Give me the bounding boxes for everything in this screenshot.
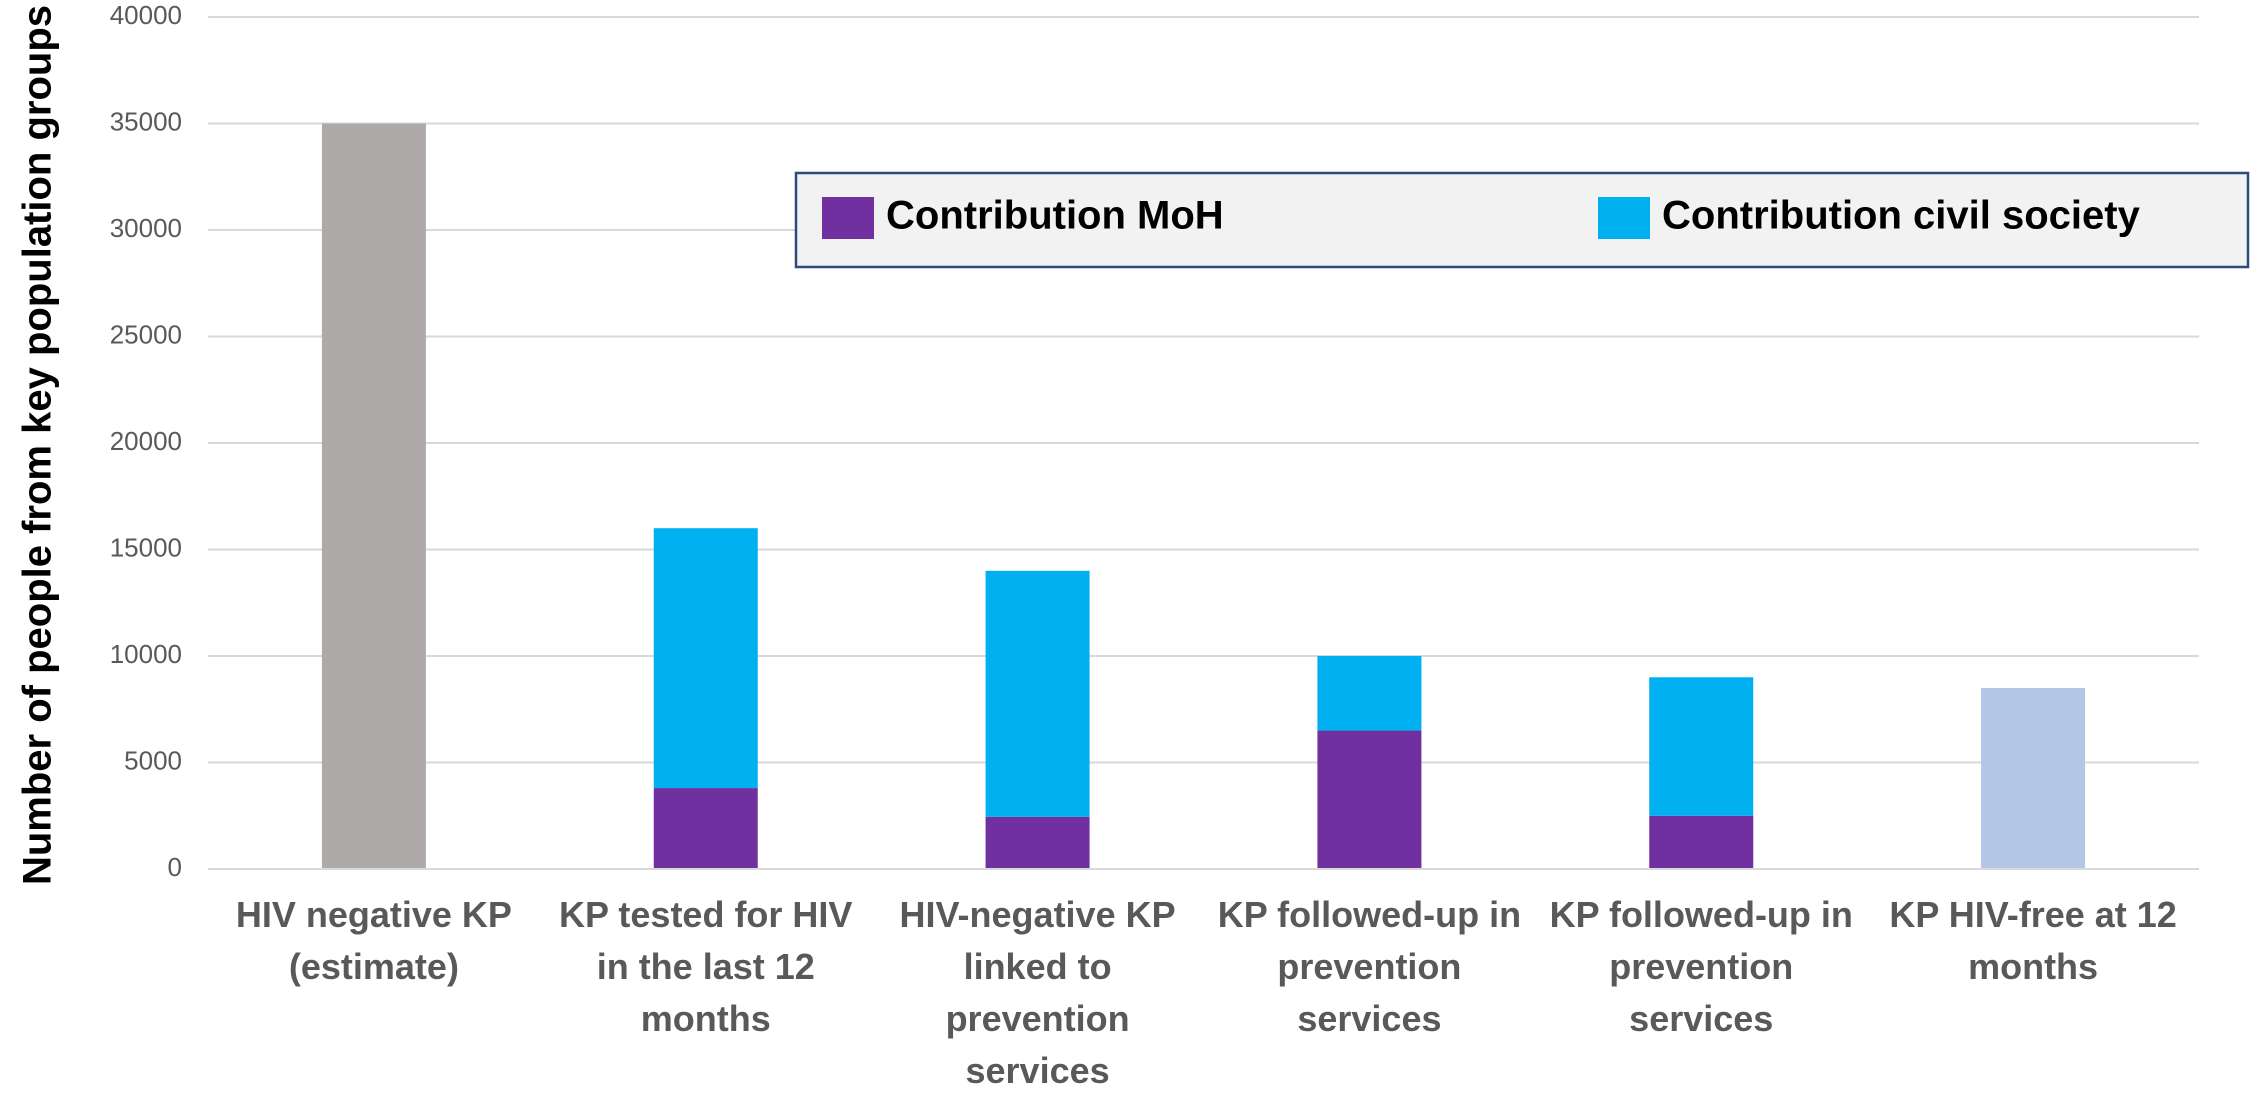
bar-segment (653, 788, 758, 869)
bar-segment (1649, 815, 1754, 869)
legend-swatch (822, 197, 874, 239)
y-tick-label: 25000 (110, 319, 182, 349)
bar-segment (985, 816, 1090, 869)
legend-swatch (1598, 197, 1650, 239)
y-tick-label: 40000 (110, 0, 182, 30)
y-tick-label: 5000 (124, 745, 182, 775)
x-tick-label: KP followed-up in prevention services (1550, 894, 1853, 1039)
y-tick-label: 30000 (110, 213, 182, 243)
bar-segment (985, 570, 1090, 817)
bar-segment (1317, 656, 1422, 731)
x-tick-label: HIV negative KP (estimate) (236, 894, 512, 987)
bar-segment (1649, 677, 1754, 816)
legend: Contribution MoH Contribution civil socie… (794, 171, 2250, 269)
y-tick-label: 15000 (110, 532, 182, 562)
x-tick-label: KP HIV-free at 12 months (1889, 894, 2176, 987)
bar (1981, 687, 2086, 869)
y-tick-label: 10000 (110, 639, 182, 669)
x-tick-label: KP followed-up in prevention services (1218, 894, 1521, 1039)
y-tick-label: 20000 (110, 426, 182, 456)
legend-label: Contribution MoH (886, 194, 1224, 238)
x-tick-label: KP tested for HIV in the last 12 months (559, 894, 852, 1039)
y-tick-label: 35000 (110, 106, 182, 136)
bar-segment (653, 528, 758, 789)
legend-label: Contribution civil society (1662, 194, 2141, 238)
x-tick-label: HIV-negative KP linked to prevention servic… (900, 894, 1176, 1091)
bar (321, 123, 426, 869)
legend-box (794, 171, 2250, 269)
bar-segment (1317, 730, 1422, 869)
y-tick-label: 0 (168, 852, 182, 882)
y-axis-label: Number of people from key population gro… (16, 5, 60, 885)
